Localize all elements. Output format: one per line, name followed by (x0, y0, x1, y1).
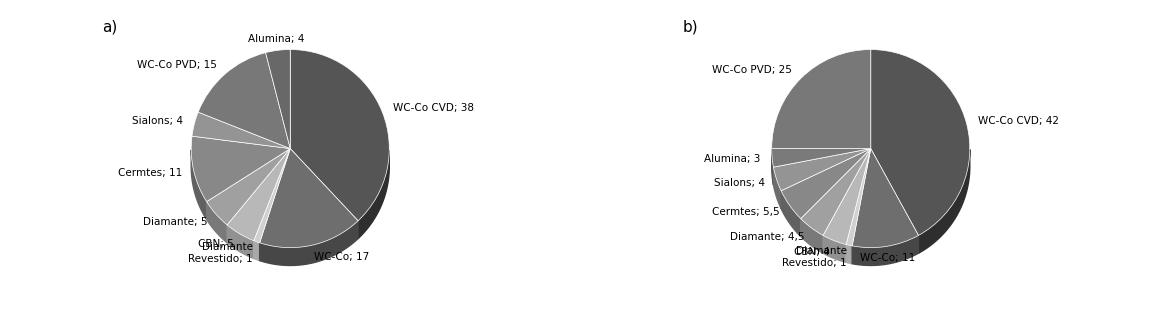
Polygon shape (192, 150, 207, 220)
Polygon shape (801, 219, 823, 253)
Polygon shape (846, 244, 852, 264)
Polygon shape (852, 235, 918, 266)
Text: Diamante
Revestido; 1: Diamante Revestido; 1 (781, 246, 846, 268)
Text: WC-Co; 11: WC-Co; 11 (860, 253, 916, 263)
Wedge shape (260, 149, 358, 248)
Text: Alumina; 3: Alumina; 3 (704, 154, 760, 164)
Text: CBN; 4: CBN; 4 (794, 247, 830, 257)
Text: Cermtes; 11: Cermtes; 11 (117, 168, 182, 178)
Polygon shape (918, 150, 969, 253)
Text: WC-Co PVD; 15: WC-Co PVD; 15 (137, 60, 217, 70)
Wedge shape (846, 149, 871, 246)
Polygon shape (260, 221, 358, 266)
Text: Sialons; 4: Sialons; 4 (714, 178, 765, 188)
Polygon shape (781, 191, 801, 237)
Wedge shape (192, 136, 290, 202)
Text: Diamante; 4,5: Diamante; 4,5 (729, 232, 805, 242)
Wedge shape (772, 49, 871, 149)
Wedge shape (266, 49, 290, 149)
Polygon shape (773, 167, 781, 209)
Wedge shape (801, 149, 871, 235)
Text: Sialons; 4: Sialons; 4 (132, 116, 182, 126)
Text: WC-Co; 17: WC-Co; 17 (315, 252, 369, 262)
Wedge shape (290, 49, 389, 221)
Wedge shape (228, 149, 290, 241)
Text: Diamante; 5: Diamante; 5 (143, 217, 207, 227)
Wedge shape (772, 149, 871, 167)
Polygon shape (823, 235, 846, 262)
Wedge shape (207, 149, 290, 225)
Wedge shape (823, 149, 871, 244)
Wedge shape (199, 53, 290, 149)
Text: WC-Co CVD; 42: WC-Co CVD; 42 (979, 116, 1059, 126)
Polygon shape (207, 202, 228, 243)
Text: a): a) (102, 20, 117, 35)
Text: CBN; 5: CBN; 5 (199, 239, 233, 249)
Wedge shape (254, 149, 290, 243)
Text: WC-Co CVD; 38: WC-Co CVD; 38 (394, 103, 475, 113)
Wedge shape (781, 149, 871, 219)
Text: Alumina; 4: Alumina; 4 (248, 33, 304, 43)
Wedge shape (871, 49, 969, 235)
Polygon shape (358, 150, 389, 239)
Wedge shape (773, 149, 871, 191)
Polygon shape (228, 225, 254, 259)
Polygon shape (772, 149, 773, 185)
Text: Diamante
Revestido; 1: Diamante Revestido; 1 (188, 242, 253, 264)
Polygon shape (254, 241, 260, 261)
Wedge shape (192, 112, 290, 149)
Text: WC-Co PVD; 25: WC-Co PVD; 25 (713, 65, 792, 75)
Text: Cermtes; 5,5: Cermtes; 5,5 (713, 207, 780, 217)
Wedge shape (852, 149, 918, 248)
Text: b): b) (683, 20, 698, 35)
